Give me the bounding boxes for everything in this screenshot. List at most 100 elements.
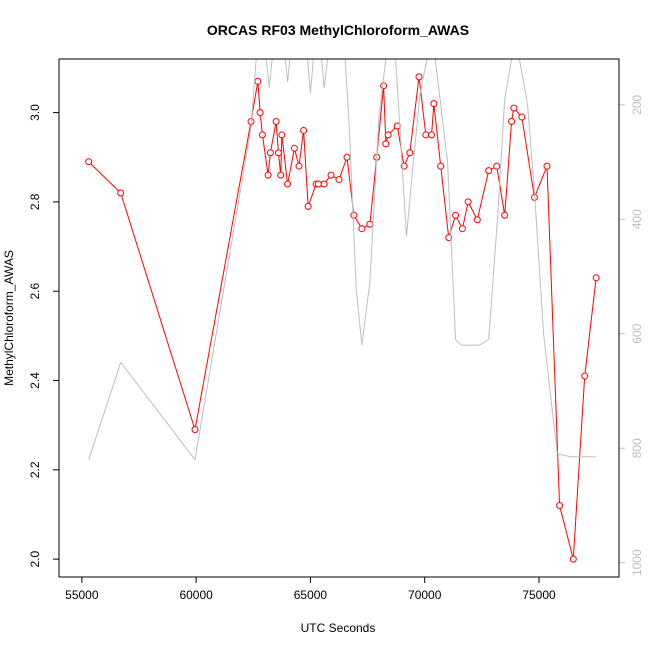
x-tick-label: 65000 bbox=[294, 588, 328, 602]
series-0-point bbox=[343, 153, 351, 161]
series-0-point bbox=[382, 140, 390, 148]
x-tick-label: 75000 bbox=[522, 588, 556, 602]
series-1-segment bbox=[533, 190, 545, 334]
series-1-segment bbox=[250, 59, 257, 128]
series-1-segment bbox=[395, 59, 401, 122]
series-0-segment bbox=[440, 166, 450, 238]
series-0-point bbox=[581, 372, 589, 380]
series-0-segment bbox=[409, 76, 420, 153]
series-0-segment bbox=[281, 134, 289, 185]
series-1-segment bbox=[518, 59, 529, 105]
series-0-point bbox=[428, 131, 436, 139]
series-0-segment bbox=[448, 215, 457, 238]
series-0-segment bbox=[338, 157, 348, 180]
series-0-point bbox=[493, 162, 501, 170]
y-tick-label: 2.2 bbox=[28, 461, 42, 478]
series-1-segment bbox=[399, 121, 407, 237]
series-1-segment bbox=[284, 59, 289, 82]
series-0-point bbox=[284, 180, 292, 188]
series-1-segment bbox=[265, 59, 270, 88]
series-0-segment bbox=[476, 170, 490, 220]
y-tick-label: 3.0 bbox=[28, 104, 42, 121]
series-0-segment bbox=[287, 148, 295, 185]
series-0-point bbox=[508, 118, 516, 126]
series-0-point bbox=[304, 202, 312, 210]
series-0-point bbox=[295, 162, 303, 170]
series-0-point bbox=[350, 211, 358, 219]
series-0-segment bbox=[259, 112, 263, 135]
series-1-segment bbox=[344, 59, 350, 128]
series-0-point bbox=[327, 171, 335, 179]
series-0-point bbox=[277, 171, 285, 179]
series-0-segment bbox=[572, 376, 586, 560]
series-0-point bbox=[592, 274, 600, 282]
series-0-segment bbox=[418, 76, 427, 135]
series-0-point bbox=[254, 77, 262, 85]
series-0-point bbox=[274, 149, 282, 157]
series-0-segment bbox=[521, 116, 535, 198]
y-tick-label: 2.0 bbox=[28, 550, 42, 567]
series-0-point bbox=[366, 220, 374, 228]
series-1-segment bbox=[527, 104, 535, 191]
series-1-segment bbox=[455, 339, 462, 346]
series-0-segment bbox=[559, 505, 574, 560]
y2-tick-label: 600 bbox=[630, 323, 644, 343]
series-1-segment bbox=[434, 59, 442, 105]
series-1-segment bbox=[323, 59, 329, 88]
series-0-point bbox=[320, 180, 328, 188]
series-0-segment bbox=[275, 121, 279, 153]
series-0-segment bbox=[303, 130, 309, 207]
series-0-segment bbox=[194, 121, 252, 430]
series-0-point bbox=[358, 225, 366, 233]
series-0-point bbox=[445, 234, 453, 242]
series-0-segment bbox=[533, 165, 548, 198]
series-0-point bbox=[258, 131, 266, 139]
series-0 bbox=[85, 73, 600, 563]
series-0-point bbox=[264, 171, 272, 179]
series-0-point bbox=[256, 109, 264, 117]
series-1-segment bbox=[309, 59, 314, 94]
series-0-point bbox=[85, 158, 93, 166]
y-tick-label: 2.6 bbox=[28, 283, 42, 300]
series-0-point bbox=[266, 149, 274, 157]
series-1-segment bbox=[361, 282, 371, 346]
series-0-segment bbox=[261, 134, 269, 176]
series-0-point bbox=[473, 216, 481, 224]
series-0-segment bbox=[496, 166, 506, 216]
series-1-segment bbox=[479, 339, 489, 346]
series-1-segment bbox=[440, 104, 449, 163]
series-0-point bbox=[278, 131, 286, 139]
x-tick-label: 55000 bbox=[65, 588, 99, 602]
series-0-point bbox=[314, 180, 322, 188]
series-1-segment bbox=[405, 161, 414, 237]
series-1-segment bbox=[504, 59, 513, 100]
x-tick-label: 60000 bbox=[179, 588, 213, 602]
series-1-segment bbox=[488, 213, 499, 340]
series-1-segment bbox=[447, 162, 457, 340]
series-1-segment bbox=[412, 93, 421, 163]
series-0-segment bbox=[88, 161, 122, 194]
series-0-point bbox=[335, 176, 343, 184]
series-0-segment bbox=[546, 166, 561, 506]
y-tick-label: 2.4 bbox=[28, 372, 42, 389]
series-0-point bbox=[415, 73, 423, 81]
series-0-segment bbox=[280, 134, 283, 176]
y2-tick-label: 200 bbox=[630, 94, 644, 114]
x-tick-label: 70000 bbox=[408, 588, 442, 602]
series-0-point bbox=[458, 225, 466, 233]
series-1-segment bbox=[419, 59, 428, 94]
series-1-segment bbox=[378, 59, 387, 117]
series-0-point bbox=[485, 167, 493, 175]
y2-tick-label: 800 bbox=[630, 438, 644, 458]
series-1-segment bbox=[287, 59, 291, 82]
series-0-point bbox=[518, 113, 526, 121]
series-1-segment bbox=[369, 116, 380, 283]
series-0-point bbox=[556, 502, 564, 510]
series-1-segment bbox=[306, 59, 311, 94]
series-0-segment bbox=[307, 183, 317, 207]
series-0-point bbox=[380, 82, 388, 90]
series-0-segment bbox=[504, 121, 513, 216]
